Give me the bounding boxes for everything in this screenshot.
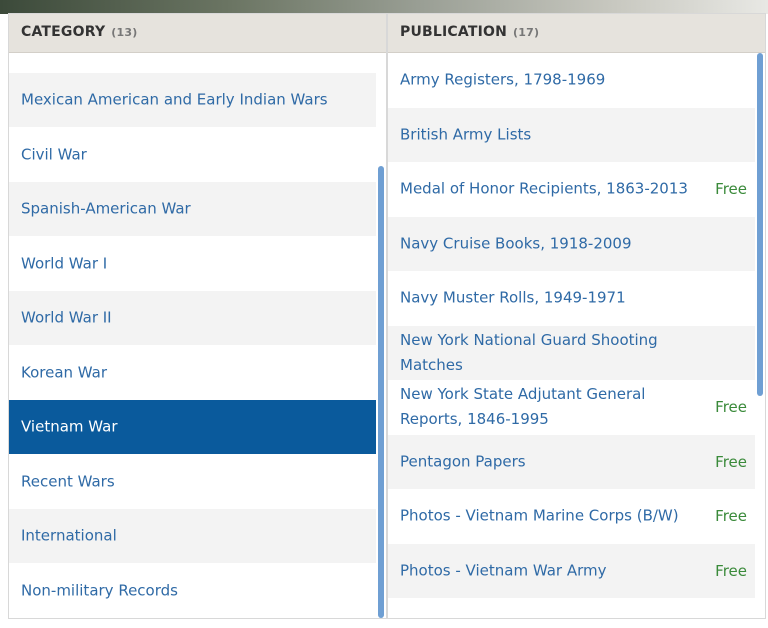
publication-title: PUBLICATION (17) xyxy=(400,24,539,40)
category-item[interactable]: Spanish-American War xyxy=(9,182,376,236)
category-label: Non-military Records xyxy=(21,581,178,599)
publication-label: Navy Muster Rolls, 1949-1971 xyxy=(400,288,626,307)
category-label: World War II xyxy=(21,308,112,327)
category-count: (13) xyxy=(111,26,138,39)
publication-panel: PUBLICATION (17) Army Registers, 1798-196… xyxy=(387,13,766,619)
free-badge: Free xyxy=(715,180,747,198)
list-row xyxy=(9,53,376,73)
category-item[interactable]: Non-military Records xyxy=(9,564,376,618)
publication-item[interactable]: New York National Guard Shooting Matches xyxy=(388,325,755,380)
publication-label: Pentagon Papers xyxy=(400,452,526,470)
publication-label: Photos - Vietnam War Army xyxy=(400,561,607,579)
category-label: Korean War xyxy=(21,363,108,381)
publication-item[interactable]: Navy Muster Rolls, 1949-1971 xyxy=(388,271,755,325)
free-badge: Free xyxy=(715,398,747,416)
publication-label: Photos - Vietnam Marine Corps (B/W) xyxy=(400,506,679,525)
free-badge: Free xyxy=(715,452,747,471)
category-item[interactable]: Recent Wars xyxy=(9,455,376,509)
category-label: Recent Wars xyxy=(21,472,115,490)
publication-item[interactable]: Medal of Honor Recipients, 1863-2013 Free xyxy=(388,162,755,216)
publication-item[interactable]: Photos - Vietnam Marine Corps (B/W) Free xyxy=(388,489,755,543)
scrollbar[interactable] xyxy=(757,53,763,396)
category-item[interactable]: Mexican American and Early Indian Wars xyxy=(9,73,376,127)
title-text: PUBLICATION xyxy=(400,24,508,40)
publication-item[interactable]: Pentagon Papers Free xyxy=(388,434,755,489)
publication-item[interactable]: Army Registers, 1798-1969 xyxy=(388,53,755,107)
publication-header: PUBLICATION (17) xyxy=(388,14,765,53)
publication-item[interactable]: Navy Cruise Books, 1918-2009 xyxy=(388,216,755,271)
title-text: CATEGORY xyxy=(21,24,106,40)
category-label: International xyxy=(21,526,117,545)
publication-item[interactable]: British Army Lists xyxy=(388,107,755,162)
publication-item[interactable]: Photos - Vietnam War Army Free xyxy=(388,543,755,598)
publication-label: Medal of Honor Recipients, 1863-2013 xyxy=(400,179,688,198)
list-row xyxy=(388,598,755,618)
free-badge: Free xyxy=(715,507,747,525)
category-label: Mexican American and Early Indian Wars xyxy=(21,90,328,109)
category-panel: CATEGORY (13) Mexican American and Early … xyxy=(8,13,387,619)
category-item[interactable]: Vietnam War xyxy=(9,400,376,454)
publication-label: Army Registers, 1798-1969 xyxy=(400,70,606,89)
category-label: Civil War xyxy=(21,145,87,163)
publication-label: British Army Lists xyxy=(400,125,532,143)
scrollbar[interactable] xyxy=(378,166,384,618)
publication-label: New York State Adjutant General Reports,… xyxy=(400,385,646,428)
publication-label: Navy Cruise Books, 1918-2009 xyxy=(400,234,632,252)
category-label: World War I xyxy=(21,254,108,272)
category-item[interactable]: International xyxy=(9,509,376,563)
publication-label: New York National Guard Shooting Matches xyxy=(400,330,658,374)
category-label: Vietnam War xyxy=(21,417,118,436)
category-title: CATEGORY (13) xyxy=(21,24,137,40)
free-badge: Free xyxy=(715,561,747,580)
publication-item[interactable]: New York State Adjutant General Reports,… xyxy=(388,380,755,434)
category-label: Spanish-American War xyxy=(21,199,191,218)
category-item[interactable]: World War I xyxy=(9,237,376,291)
banner-image xyxy=(0,0,768,14)
category-item[interactable]: World War II xyxy=(9,291,376,345)
category-item[interactable]: Korean War xyxy=(9,346,376,400)
category-item[interactable]: Civil War xyxy=(9,128,376,182)
publication-count: (17) xyxy=(513,26,540,39)
category-header: CATEGORY (13) xyxy=(9,14,386,53)
